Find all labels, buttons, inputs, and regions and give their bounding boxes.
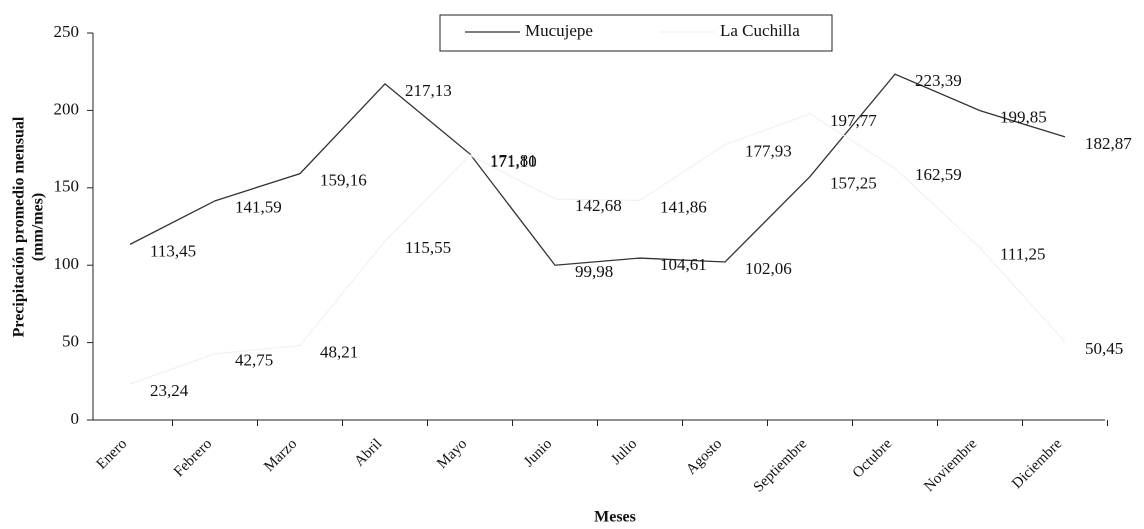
data-label: 171,10 [490, 152, 537, 171]
data-label: 113,45 [150, 241, 196, 260]
legend [439, 14, 833, 52]
x-tick-label: Febrero [171, 436, 215, 480]
legend-label: La Cuchilla [720, 21, 800, 40]
data-label: 177,93 [745, 141, 792, 160]
data-label: 115,55 [405, 238, 451, 257]
data-label: 159,16 [320, 171, 367, 190]
data-label: 141,86 [660, 197, 707, 216]
x-tick-label: Octubre [850, 436, 896, 482]
y-tick-label: 250 [54, 22, 80, 41]
data-label: 23,24 [150, 381, 189, 400]
y-tick-label: 150 [54, 177, 80, 196]
y-tick-label: 100 [54, 254, 80, 273]
x-tick-label: Junio [521, 436, 555, 470]
x-tick-label: Abril [352, 436, 386, 470]
y-axis-title: (mm/mes) [30, 193, 47, 261]
x-tick-label: Noviembre [921, 436, 980, 495]
series-line [129, 73, 1066, 266]
data-label: 223,39 [915, 71, 962, 90]
data-label: 217,13 [405, 81, 452, 100]
data-label: 102,06 [745, 259, 792, 278]
legend-label: Mucujepe [525, 21, 593, 40]
x-tick-label: Marzo [261, 436, 300, 475]
x-tick-label: Agosto [683, 436, 725, 478]
x-tick-label: Enero [94, 436, 131, 473]
data-label: 197,77 [830, 111, 877, 130]
y-tick-label: 50 [62, 332, 79, 351]
series-line [129, 113, 1066, 385]
data-label: 199,85 [1000, 108, 1047, 127]
data-label: 141,59 [235, 198, 282, 217]
y-axis-title: Precipitación promedio mensual [11, 116, 28, 337]
x-axis-title: Meses [594, 509, 636, 526]
data-label: 50,45 [1085, 339, 1123, 358]
x-tick-label: Julio [608, 436, 640, 468]
data-label: 182,87 [1085, 134, 1132, 153]
data-label: 171,81 [490, 151, 537, 170]
data-label: 142,68 [575, 196, 622, 215]
data-label: 48,21 [320, 342, 358, 361]
y-tick-label: 0 [71, 409, 80, 428]
data-label: 111,25 [1000, 245, 1046, 264]
x-tick-label: Diciembre [1009, 436, 1065, 492]
data-label: 157,25 [830, 173, 877, 192]
data-label: 104,61 [660, 255, 707, 274]
y-tick-label: 200 [54, 99, 80, 118]
data-label: 162,59 [915, 165, 962, 184]
data-label: 42,75 [235, 351, 273, 370]
data-label: 99,98 [575, 262, 613, 281]
x-tick-label: Mayo [434, 436, 470, 472]
x-tick-label: Septiembre [751, 436, 811, 496]
